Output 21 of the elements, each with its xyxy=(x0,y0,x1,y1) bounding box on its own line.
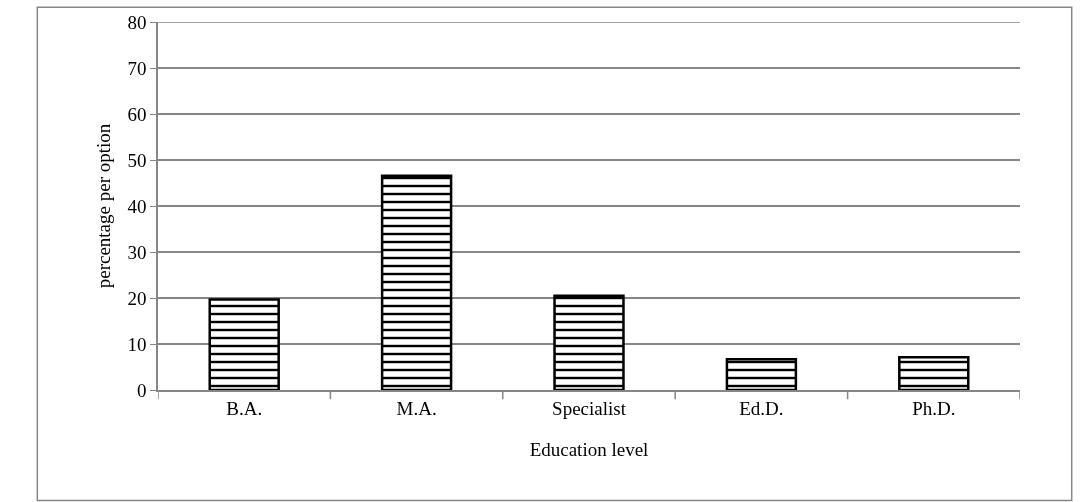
x-tick-label: Ph.D. xyxy=(912,397,956,419)
y-axis-title: percentage per option xyxy=(92,123,114,289)
y-tick-label: 70 xyxy=(127,57,147,79)
y-tick-label: 0 xyxy=(136,379,147,401)
y-tick-label: 40 xyxy=(127,195,147,217)
y-tick-label: 30 xyxy=(127,241,147,263)
y-tick-label: 80 xyxy=(127,11,147,33)
y-tick-label: 20 xyxy=(127,287,147,309)
x-axis-title: Education level xyxy=(529,438,649,460)
bar xyxy=(898,356,970,390)
y-tick-label: 10 xyxy=(127,333,147,355)
x-tick-label: Specialist xyxy=(552,397,627,419)
x-tick-label: B.A. xyxy=(226,397,263,419)
bar xyxy=(553,294,625,390)
bar xyxy=(380,174,453,390)
bar xyxy=(208,298,280,390)
x-tick-label: M.A. xyxy=(396,397,437,419)
bar xyxy=(725,357,798,390)
y-tick-label: 50 xyxy=(127,149,147,171)
x-tick-label: Ed.D. xyxy=(739,397,784,419)
y-tick-label: 60 xyxy=(127,103,147,125)
